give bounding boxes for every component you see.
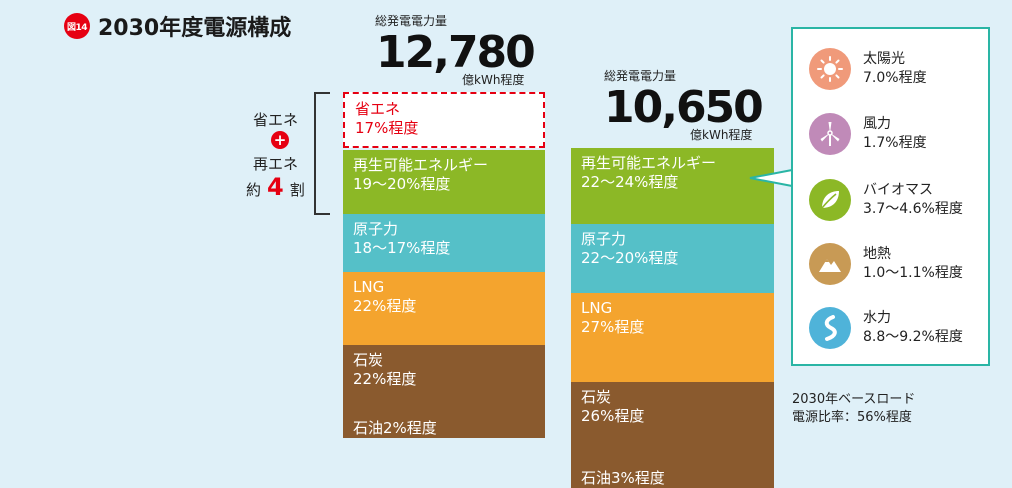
segment-label: 原子力 (581, 230, 627, 248)
bar-segment-coal: 石炭 22%程度 (343, 345, 545, 418)
breakdown-text-biomass: バイオマス 3.7〜4.6%程度 (863, 181, 963, 219)
renewables-breakdown-panel: 太陽光 7.0%程度 風力 1.7%程度 (791, 27, 990, 366)
breakdown-name: バイオマス (863, 182, 933, 198)
baseload-line1: 2030年ベースロード (792, 392, 916, 407)
segment-label: 省エネ (355, 100, 401, 118)
bar-segment-lng: LNG 27%程度 (571, 293, 774, 382)
bracket-renewable-label: 再エネ (253, 155, 299, 173)
segment-value: 18〜17%程度 (353, 239, 451, 257)
bracket-approx-row: 約 4 割 (246, 173, 305, 201)
segment-label: 再生可能エネルギー (581, 154, 717, 172)
total-label-right: 総発電電力量 (604, 69, 677, 83)
breakdown-value: 7.0%程度 (863, 70, 927, 86)
wind-turbine-icon (809, 113, 851, 155)
total-unit-left: 億kWh程度 (462, 73, 525, 87)
bar-segment-oil: 石油3%程度 (571, 468, 774, 488)
breakdown-name: 水力 (863, 310, 891, 326)
figure-badge: 図14 (64, 13, 90, 39)
segment-label: 石炭 (353, 351, 384, 369)
stacked-bar-left: 省エネ 17%程度 再生可能エネルギー 19〜20%程度 原子力 18〜17%程度 LNG 2… (343, 92, 545, 438)
bar-segment-nuclear: 原子力 22〜20%程度 (571, 224, 774, 293)
segment-value: 26%程度 (581, 407, 645, 425)
sun-icon (809, 48, 851, 90)
segment-label: 石油3%程度 (581, 469, 665, 487)
segment-value: 27%程度 (581, 318, 645, 336)
breakdown-name: 風力 (863, 116, 891, 132)
plus-icon: + (271, 131, 289, 149)
mountain-icon (809, 243, 851, 285)
breakdown-text-hydro: 水力 8.8〜9.2%程度 (863, 309, 963, 347)
segment-value: 22%程度 (353, 297, 417, 315)
breakdown-value: 1.7%程度 (863, 135, 927, 151)
bar-segment-nuclear: 原子力 18〜17%程度 (343, 214, 545, 272)
breakdown-text-geothermal: 地熱 1.0〜1.1%程度 (863, 245, 963, 283)
segment-label: 再生可能エネルギー (353, 156, 489, 174)
bracket-unit: 割 (289, 181, 305, 199)
breakdown-item-hydro: 水力 8.8〜9.2%程度 (809, 302, 963, 354)
breakdown-name: 地熱 (863, 246, 891, 262)
leaf-icon (809, 179, 851, 221)
bar-segment-renewable: 再生可能エネルギー 22〜24%程度 (571, 148, 774, 224)
total-value-right: 10,650 (604, 82, 764, 133)
bar-segment-oil: 石油2%程度 (343, 418, 545, 438)
breakdown-text-solar: 太陽光 7.0%程度 (863, 50, 927, 88)
segment-label: 原子力 (353, 220, 399, 238)
baseload-line2: 電源比率：56%程度 (792, 410, 912, 425)
breakdown-item-wind: 風力 1.7%程度 (809, 108, 927, 160)
bracket-saving-label: 省エネ (253, 111, 299, 129)
bracket-approx: 約 (246, 181, 262, 199)
total-unit-right: 億kWh程度 (690, 128, 753, 142)
bar-segment-saving: 省エネ 17%程度 (343, 92, 545, 148)
callout-connector (749, 152, 796, 198)
segment-value: 22%程度 (353, 370, 417, 388)
breakdown-item-geothermal: 地熱 1.0〜1.1%程度 (809, 238, 963, 290)
segment-label: LNG (581, 299, 613, 317)
breakdown-value: 1.0〜1.1%程度 (863, 265, 963, 281)
bar-segment-renewable: 再生可能エネルギー 19〜20%程度 (343, 150, 545, 214)
bracket-number: 4 (267, 173, 284, 201)
segment-value: 22〜20%程度 (581, 249, 679, 267)
segment-label: LNG (353, 278, 385, 296)
bar-segment-coal: 石炭 26%程度 (571, 382, 774, 468)
segment-label: 石油2%程度 (353, 419, 437, 437)
breakdown-text-wind: 風力 1.7%程度 (863, 115, 927, 153)
breakdown-item-solar: 太陽光 7.0%程度 (809, 43, 927, 95)
figure-title: 2030年度電源構成 (98, 16, 292, 41)
bracket (314, 92, 330, 215)
segment-value: 22〜24%程度 (581, 173, 679, 191)
segment-label: 石炭 (581, 388, 612, 406)
baseload-note: 2030年ベースロード 電源比率：56%程度 (792, 391, 915, 427)
breakdown-value: 8.8〜9.2%程度 (863, 329, 963, 345)
bar-segment-lng: LNG 22%程度 (343, 272, 545, 345)
breakdown-name: 太陽光 (863, 51, 905, 67)
total-label-left: 総発電電力量 (375, 14, 448, 28)
breakdown-value: 3.7〜4.6%程度 (863, 201, 963, 217)
segment-value: 17%程度 (355, 119, 419, 137)
breakdown-item-biomass: バイオマス 3.7〜4.6%程度 (809, 174, 963, 226)
total-value-left: 12,780 (376, 27, 536, 78)
segment-value: 19〜20%程度 (353, 175, 451, 193)
water-icon (809, 307, 851, 349)
